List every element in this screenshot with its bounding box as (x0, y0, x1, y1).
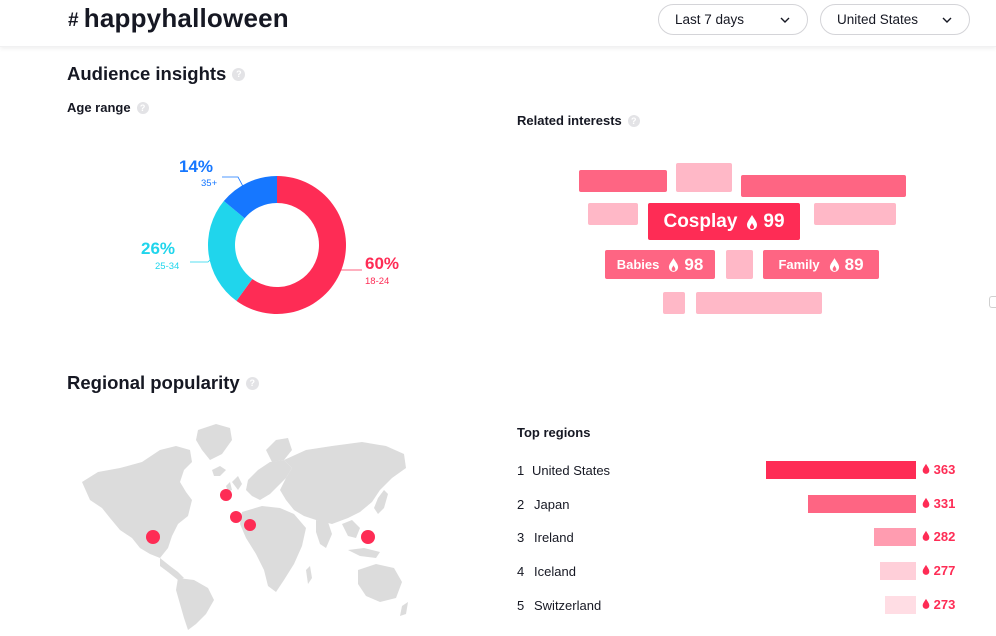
region-score-value: 277 (933, 563, 956, 578)
period-dropdown-value: Last 7 days (675, 12, 745, 27)
region-score: 277 (922, 563, 955, 578)
region-rank: 2 (517, 497, 525, 512)
donut-segment-25-34[interactable] (207, 201, 253, 301)
chevron-down-icon (942, 17, 952, 23)
interest-tag-hidden[interactable] (741, 175, 906, 197)
region-bar (880, 562, 916, 580)
flame-icon (922, 598, 930, 609)
interest-tag-hidden[interactable] (676, 163, 732, 192)
interest-tag-hidden[interactable] (579, 170, 667, 192)
interest-score: 99 (763, 210, 785, 232)
region-name: United States (532, 463, 611, 478)
region-score: 363 (922, 462, 955, 477)
hashtag-name: happyhalloween (83, 3, 289, 33)
region-rank: 4 (517, 564, 525, 579)
region-bar (808, 495, 916, 513)
region-score: 282 (922, 529, 955, 544)
interest-score: 98 (684, 254, 704, 274)
period-dropdown[interactable]: Last 7 days (658, 4, 808, 35)
region-row-1[interactable]: 1 United States 363 (517, 461, 967, 481)
region-row-2[interactable]: 2 Japan 331 (517, 495, 967, 515)
map-marker-united-states[interactable] (146, 530, 160, 544)
interest-tag-hidden[interactable] (814, 203, 896, 225)
interest-tag-babies[interactable]: Babies 98 (605, 250, 715, 279)
chevron-down-icon (780, 17, 790, 23)
top-bar: # happyhalloween Last 7 days United State… (0, 0, 996, 47)
age-range-heading: Age range? (67, 100, 149, 115)
age-25-34-label: 25-34 (155, 261, 179, 272)
age-25-34-percent: 26% (141, 239, 175, 258)
age-18-24-label: 18-24 (365, 276, 389, 287)
region-dropdown[interactable]: United States (820, 4, 970, 35)
region-name: Iceland (534, 564, 576, 579)
flame-icon (922, 497, 930, 508)
region-name: Ireland (534, 530, 574, 545)
flame-icon (829, 258, 839, 272)
region-bar (873, 528, 916, 546)
region-rank: 5 (517, 598, 525, 613)
regional-popularity-heading: Regional popularity? (67, 372, 259, 394)
age-35-plus-percent: 14% (179, 157, 213, 176)
age-range-label: Age range (67, 100, 131, 115)
region-score-value: 282 (933, 529, 956, 544)
region-markers (146, 489, 375, 544)
interest-tag-family[interactable]: Family 89 (763, 250, 879, 279)
flame-icon (669, 258, 679, 272)
flame-icon (922, 564, 930, 575)
region-name: Japan (534, 497, 570, 512)
interest-tag-hidden[interactable] (726, 250, 753, 279)
interest-tag-hidden[interactable] (663, 292, 685, 314)
donut-segment-18-24[interactable] (236, 176, 346, 314)
interest-label: Cosplay (663, 210, 738, 232)
age-range-donut-chart: 60% 18-24 26% 25-34 14% 35+ (141, 157, 399, 314)
map-marker-iceland[interactable] (220, 489, 232, 501)
region-row-5[interactable]: 5 Switzerland 273 (517, 596, 967, 616)
leader-line-35-plus (222, 176, 247, 193)
map-marker-switzerland[interactable] (244, 519, 256, 531)
help-icon[interactable]: ? (136, 101, 149, 114)
region-bar (766, 461, 916, 479)
region-score: 331 (922, 496, 955, 511)
regional-popularity-title: Regional popularity (67, 372, 240, 393)
flame-icon (747, 214, 758, 230)
donut-segment-35-plus[interactable] (223, 176, 277, 219)
help-icon[interactable]: ? (232, 67, 246, 81)
region-row-4[interactable]: 4 Iceland 277 (517, 562, 967, 582)
world-map-landmass (82, 424, 408, 630)
region-score: 273 (922, 597, 955, 612)
region-dropdown-value: United States (837, 12, 919, 27)
audience-insights-heading: Audience insights? (67, 63, 246, 85)
region-score-value: 331 (933, 496, 956, 511)
region-name: Switzerland (534, 598, 602, 613)
leader-line-25-34 (190, 255, 215, 263)
interest-tag-cosplay[interactable]: Cosplay 99 (648, 203, 800, 240)
hashtag-title: # happyhalloween (68, 3, 289, 34)
audience-insights-title: Audience insights (67, 63, 227, 84)
interest-tag-hidden[interactable] (696, 292, 822, 314)
related-interests-title: Related interests (517, 113, 622, 128)
region-rank: 1 (517, 463, 525, 478)
help-icon[interactable]: ? (627, 114, 640, 127)
help-icon[interactable]: ? (245, 376, 259, 390)
related-interests-heading: Related interests? (517, 113, 640, 128)
map-marker-ireland[interactable] (230, 511, 242, 523)
flame-icon (922, 463, 930, 474)
region-score-value: 273 (933, 597, 956, 612)
interest-tag-hidden[interactable] (588, 203, 638, 225)
region-bar (885, 596, 916, 614)
age-35-plus-label: 35+ (201, 178, 218, 189)
region-rank: 3 (517, 530, 525, 545)
interest-label: Babies (616, 257, 660, 272)
top-regions-heading: Top regions (517, 425, 591, 440)
map-marker-japan[interactable] (361, 530, 375, 544)
region-row-3[interactable]: 3 Ireland 282 (517, 528, 967, 548)
flame-icon (922, 530, 930, 541)
interest-label: Family (778, 257, 820, 272)
world-map (82, 424, 408, 630)
interest-score: 89 (844, 254, 864, 274)
region-score-value: 363 (933, 462, 956, 477)
hash-symbol: # (68, 10, 79, 31)
carousel-edge-handle[interactable] (989, 296, 996, 308)
age-18-24-percent: 60% (365, 254, 399, 273)
